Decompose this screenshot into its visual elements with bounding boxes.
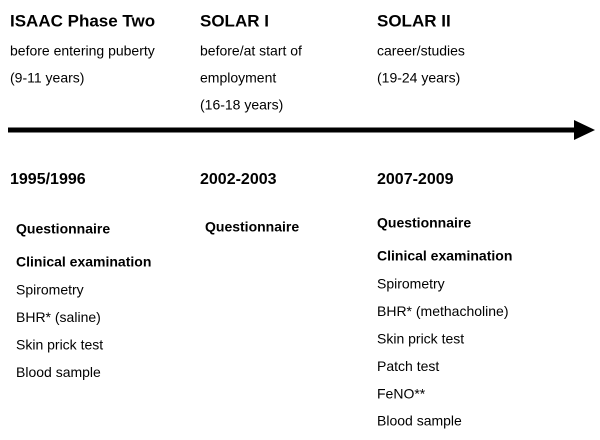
assessment-item: Skin prick test <box>16 337 103 353</box>
timeline-arrow-head <box>574 120 595 140</box>
assessment-item: Spirometry <box>16 282 84 298</box>
assessment-item: Patch test <box>377 358 439 374</box>
phase-title: ISAAC Phase Two <box>10 11 155 30</box>
assessment-item: Blood sample <box>377 413 462 429</box>
assessment-heading: Questionnaire <box>205 219 299 235</box>
assessment-heading: Questionnaire <box>16 221 110 237</box>
phase-period: 2007-2009 <box>377 171 454 188</box>
assessment-heading: Questionnaire <box>377 215 471 231</box>
assessment-heading: Clinical examination <box>16 254 151 270</box>
assessment-item: Skin prick test <box>377 331 464 347</box>
phase-description: (9-11 years) <box>10 70 84 86</box>
phase-description: (16-18 years) <box>200 97 283 113</box>
phase-description: before/at start of <box>200 43 302 59</box>
phase-period: 1995/1996 <box>10 171 86 188</box>
phase-title: SOLAR I <box>200 11 269 30</box>
phase-period: 2002-2003 <box>200 171 277 188</box>
assessment-item: FeNO** <box>377 385 426 401</box>
assessment-item: Spirometry <box>377 276 445 292</box>
assessment-item: BHR* (saline) <box>16 309 101 325</box>
phase-description: (19-24 years) <box>377 70 460 86</box>
phase-description: career/studies <box>377 43 465 59</box>
assessment-heading: Clinical examination <box>377 248 512 264</box>
phase-title: SOLAR II <box>377 11 451 30</box>
phase-description: employment <box>200 70 276 86</box>
assessment-item: BHR* (methacholine) <box>377 303 509 319</box>
phase-description: before entering puberty <box>10 43 155 59</box>
assessment-item: Blood sample <box>16 364 101 380</box>
